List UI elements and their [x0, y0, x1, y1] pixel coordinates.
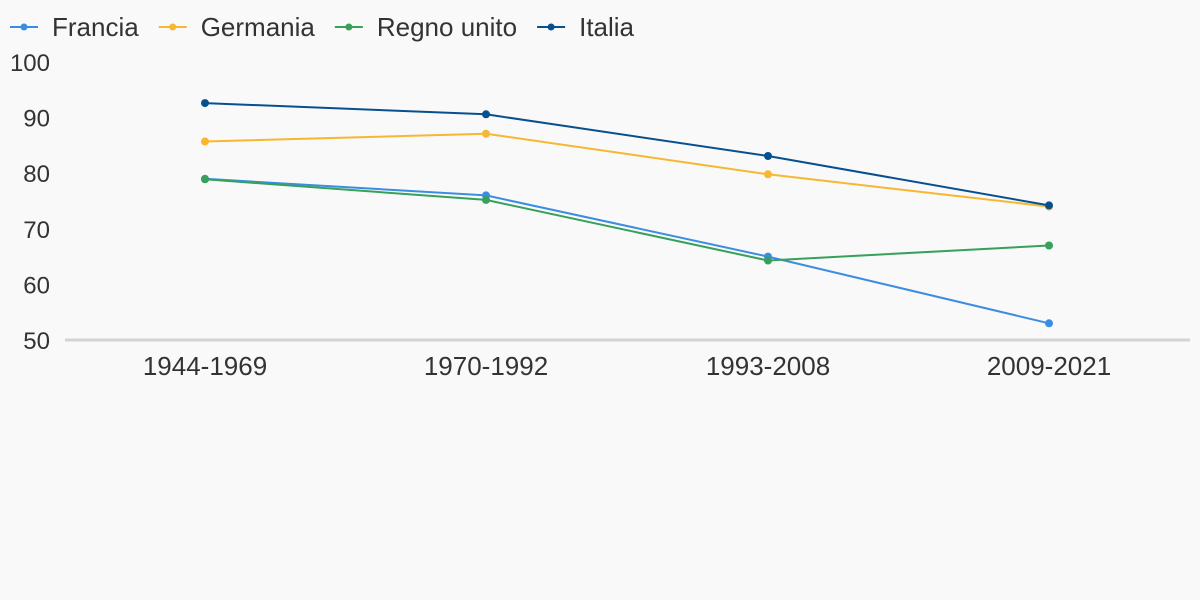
legend-label: Germania: [201, 12, 316, 42]
series-3: [201, 175, 1053, 264]
x-tick-label: 1944-1969: [143, 351, 267, 381]
data-point[interactable]: [201, 138, 209, 146]
y-tick-label: 100: [10, 50, 50, 77]
data-point[interactable]: [201, 175, 209, 183]
y-tick-label: 90: [23, 106, 50, 133]
legend-item-3[interactable]: Regno unito: [335, 12, 517, 42]
y-tick-label: 50: [23, 328, 50, 355]
legend: Francia Germania Regno unito Italia: [10, 12, 635, 42]
data-point[interactable]: [764, 152, 772, 160]
series-line: [205, 134, 1049, 207]
x-tick-label: 1993-2008: [706, 351, 830, 381]
y-tick-label: 60: [23, 272, 50, 299]
x-tick-label: 2009-2021: [987, 351, 1111, 381]
legend-marker-dot: [169, 24, 176, 31]
legend-marker-dot: [345, 24, 352, 31]
legend-label: Francia: [52, 12, 139, 42]
data-point[interactable]: [201, 99, 209, 107]
data-point[interactable]: [764, 170, 772, 178]
data-point[interactable]: [482, 130, 490, 138]
x-axis: 1944-1969 1970-1992 1993-2008 2009-2021: [143, 351, 1111, 381]
legend-item-1[interactable]: Francia: [10, 12, 139, 42]
legend-item-4[interactable]: Italia: [537, 12, 634, 42]
data-point[interactable]: [1045, 201, 1053, 209]
legend-item-2[interactable]: Germania: [159, 12, 316, 42]
data-point[interactable]: [1045, 242, 1053, 250]
y-axis: 50 60 70 80 90 100: [10, 50, 50, 355]
y-tick-label: 70: [23, 217, 50, 244]
series-1: [201, 175, 1053, 327]
series-line: [205, 179, 1049, 323]
legend-label: Regno unito: [377, 12, 517, 42]
legend-marker-dot: [21, 24, 28, 31]
legend-marker-dot: [548, 24, 555, 31]
series-group: [201, 99, 1053, 327]
legend-label: Italia: [579, 12, 634, 42]
y-tick-label: 80: [23, 161, 50, 188]
data-point[interactable]: [1045, 319, 1053, 327]
data-point[interactable]: [764, 257, 772, 265]
data-point[interactable]: [482, 196, 490, 204]
data-point[interactable]: [482, 110, 490, 118]
series-2: [201, 130, 1053, 211]
x-tick-label: 1970-1992: [424, 351, 548, 381]
